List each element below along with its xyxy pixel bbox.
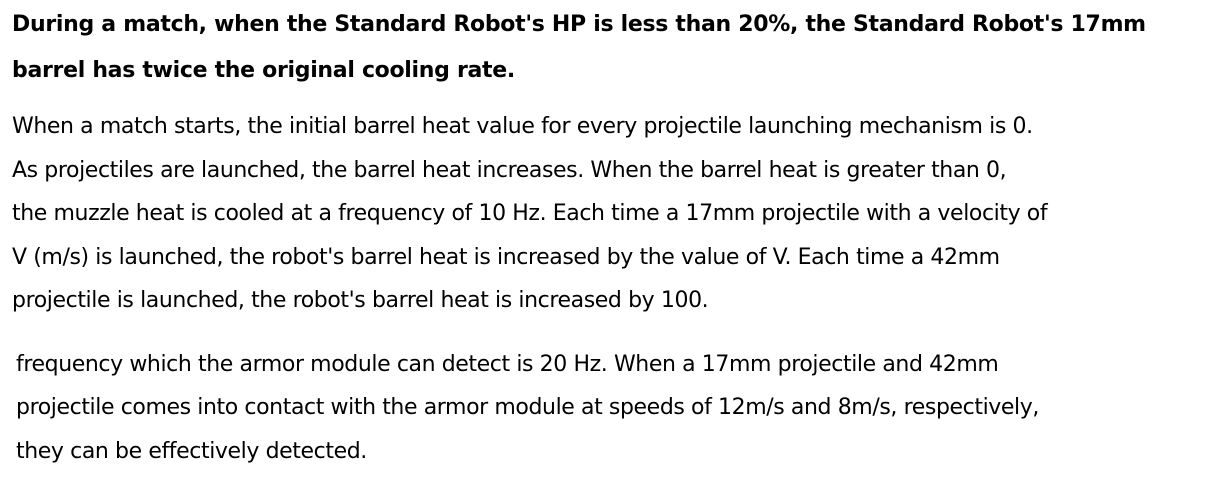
heading-line: During a match, when the Standard Robot'… [12,12,1146,37]
text-line: projectile is launched, the robot's barr… [12,288,709,313]
text-line: the muzzle heat is cooled at a frequency… [12,201,1048,226]
text-line: they can be effectively detected. [16,438,367,464]
bold-heading-paragraph: During a match, when the Standard Robot'… [12,2,1204,94]
heading-line: barrel has twice the original cooling ra… [12,58,515,83]
text-line: frequency which the armor module can det… [16,351,999,377]
armor-detection-paragraph: frequency which the armor module can det… [16,343,1204,474]
text-line: projectile comes into contact with the a… [16,395,1039,420]
text-line: As projectiles are launched, the barrel … [12,157,1007,183]
text-line: When a match starts, the initial barrel … [12,114,1033,139]
document-body: During a match, when the Standard Robot'… [12,0,1204,473]
text-line: V (m/s) is launched, the robot's barrel … [12,244,1000,270]
barrel-heat-paragraph: When a match starts, the initial barrel … [12,105,1204,323]
